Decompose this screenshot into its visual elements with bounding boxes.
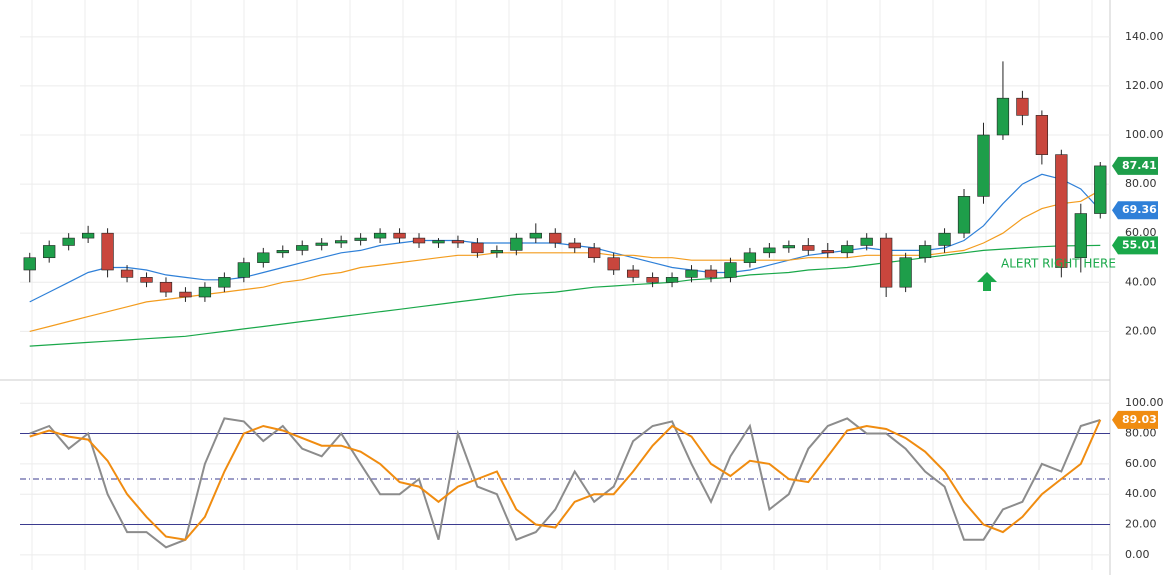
value-badge <box>1112 410 1158 429</box>
candle-body <box>451 240 465 244</box>
candle-body <box>782 245 795 249</box>
candle-body <box>918 245 932 259</box>
candle-body <box>1055 154 1068 268</box>
candle-body <box>957 196 971 234</box>
candle-body <box>198 286 212 298</box>
value-badge-label: 89.03 <box>1122 413 1157 426</box>
candle-body <box>646 277 659 283</box>
value-badge <box>1112 236 1158 255</box>
candle-body <box>802 245 815 251</box>
candle-body <box>996 97 1010 136</box>
candle-body <box>140 277 153 283</box>
y-tick-label: 60.00 <box>1125 226 1157 239</box>
candle-body <box>218 277 231 288</box>
candle-body <box>821 250 834 254</box>
candle-body <box>588 247 601 259</box>
candle-body <box>296 245 309 251</box>
candle-body <box>490 250 504 254</box>
candle-body <box>159 281 173 293</box>
candle-body <box>1035 115 1049 155</box>
value-badge <box>1112 201 1158 220</box>
y-tick-label: 40.00 <box>1125 275 1157 288</box>
candle-body <box>607 257 620 271</box>
line <box>29 419 1102 541</box>
value-badge <box>1112 156 1158 175</box>
candle-body <box>549 232 562 244</box>
value-badge-label: 55.01 <box>1122 238 1157 251</box>
candle-body <box>724 262 737 278</box>
candle-body <box>743 252 757 263</box>
y-tick-label: 20.00 <box>1125 518 1157 531</box>
y-tick-label: 20.00 <box>1125 324 1157 337</box>
candle-body <box>373 232 387 239</box>
candle-body <box>412 237 426 244</box>
candle-body <box>568 242 581 249</box>
y-tick-label: 100.00 <box>1125 396 1164 409</box>
candle-body <box>626 269 640 278</box>
candle-body <box>880 237 893 288</box>
y-tick-label: 80.00 <box>1125 427 1157 440</box>
candle-body <box>685 269 698 278</box>
candle-body <box>62 237 75 246</box>
candle-body <box>529 232 542 239</box>
candle-body <box>977 134 990 197</box>
value-badge-label: 87.41 <box>1122 159 1157 172</box>
y-tick-label: 0.00 <box>1125 548 1150 561</box>
y-tick-label: 80.00 <box>1125 177 1157 190</box>
candle-body <box>510 237 523 251</box>
candle-body <box>179 291 192 298</box>
value-badge-label: 69.36 <box>1122 203 1157 216</box>
candle-body <box>841 245 854 254</box>
candle-body <box>899 257 912 288</box>
candle-body <box>43 245 56 259</box>
candle-body <box>23 257 36 271</box>
alert-arrow <box>977 272 997 291</box>
y-tick-label: 60.00 <box>1125 457 1157 470</box>
line <box>29 244 1101 347</box>
candle-body <box>257 252 270 263</box>
candle-body <box>938 232 951 246</box>
y-tick-label: 120.00 <box>1125 79 1164 92</box>
candle-body <box>1094 165 1107 214</box>
candle-body <box>393 232 406 239</box>
line <box>29 189 1101 332</box>
candle-body <box>763 247 776 254</box>
y-tick-label: 40.00 <box>1125 487 1157 500</box>
candle-body <box>315 242 328 246</box>
candle-body <box>335 240 348 244</box>
candle-body <box>432 240 445 244</box>
y-tick-label: 140.00 <box>1125 30 1164 43</box>
candle-body <box>704 269 718 278</box>
candle-body <box>471 242 484 254</box>
candle-body <box>1016 97 1029 116</box>
candle-body <box>81 232 95 239</box>
candle-body <box>120 269 134 278</box>
annotation: ALERT RIGHT HERE <box>1001 257 1116 271</box>
line <box>29 417 1101 549</box>
y-tick-label: 100.00 <box>1125 128 1164 141</box>
candle-body <box>665 277 679 283</box>
candle-body <box>354 237 367 241</box>
candle-body <box>237 262 250 278</box>
candle-body <box>276 250 289 254</box>
candle-body <box>1074 213 1087 259</box>
candle-body <box>860 237 873 246</box>
candle-body <box>101 232 114 271</box>
